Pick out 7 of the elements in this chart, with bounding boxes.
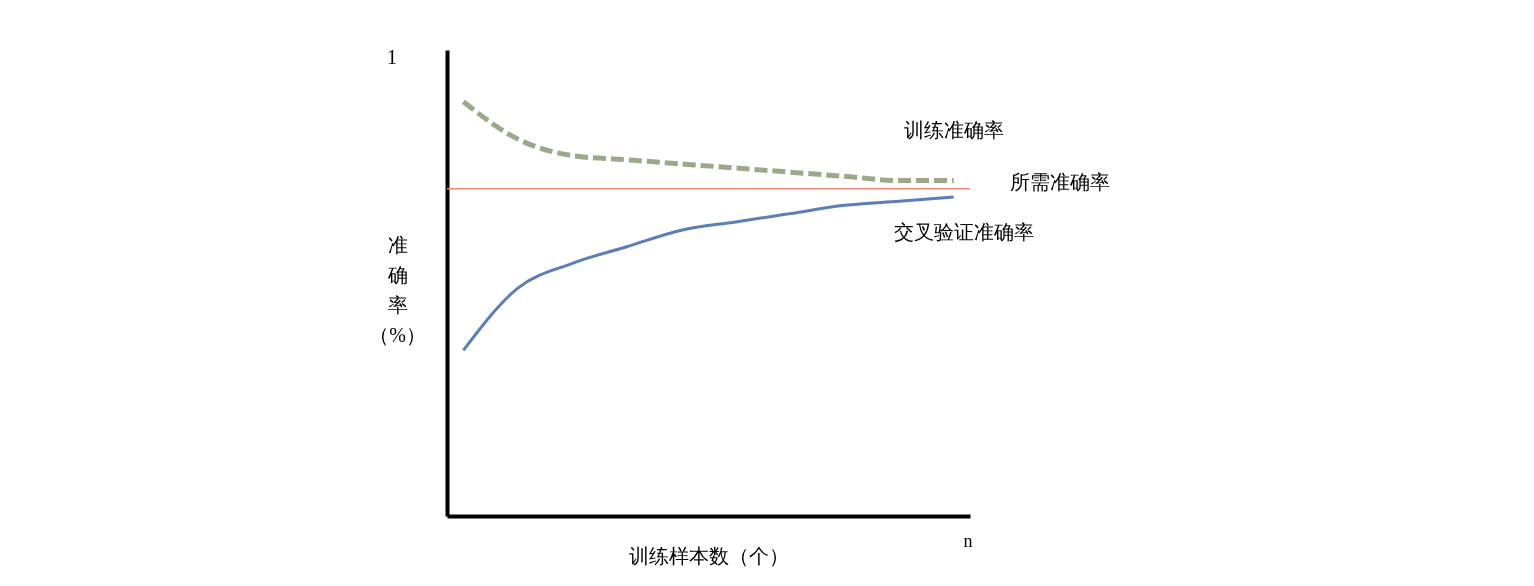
text: 1 bbox=[387, 46, 397, 68]
series-label: 交叉验证准确率 bbox=[893, 221, 1034, 244]
text: n bbox=[963, 531, 973, 551]
series-label: 训练准确率 bbox=[903, 119, 1004, 142]
ref-line-label: 所需准确率 bbox=[1010, 170, 1110, 193]
y-axis-title: 准确率（%） bbox=[369, 233, 426, 346]
x-axis-title: 训练样本数（个） bbox=[629, 544, 789, 567]
